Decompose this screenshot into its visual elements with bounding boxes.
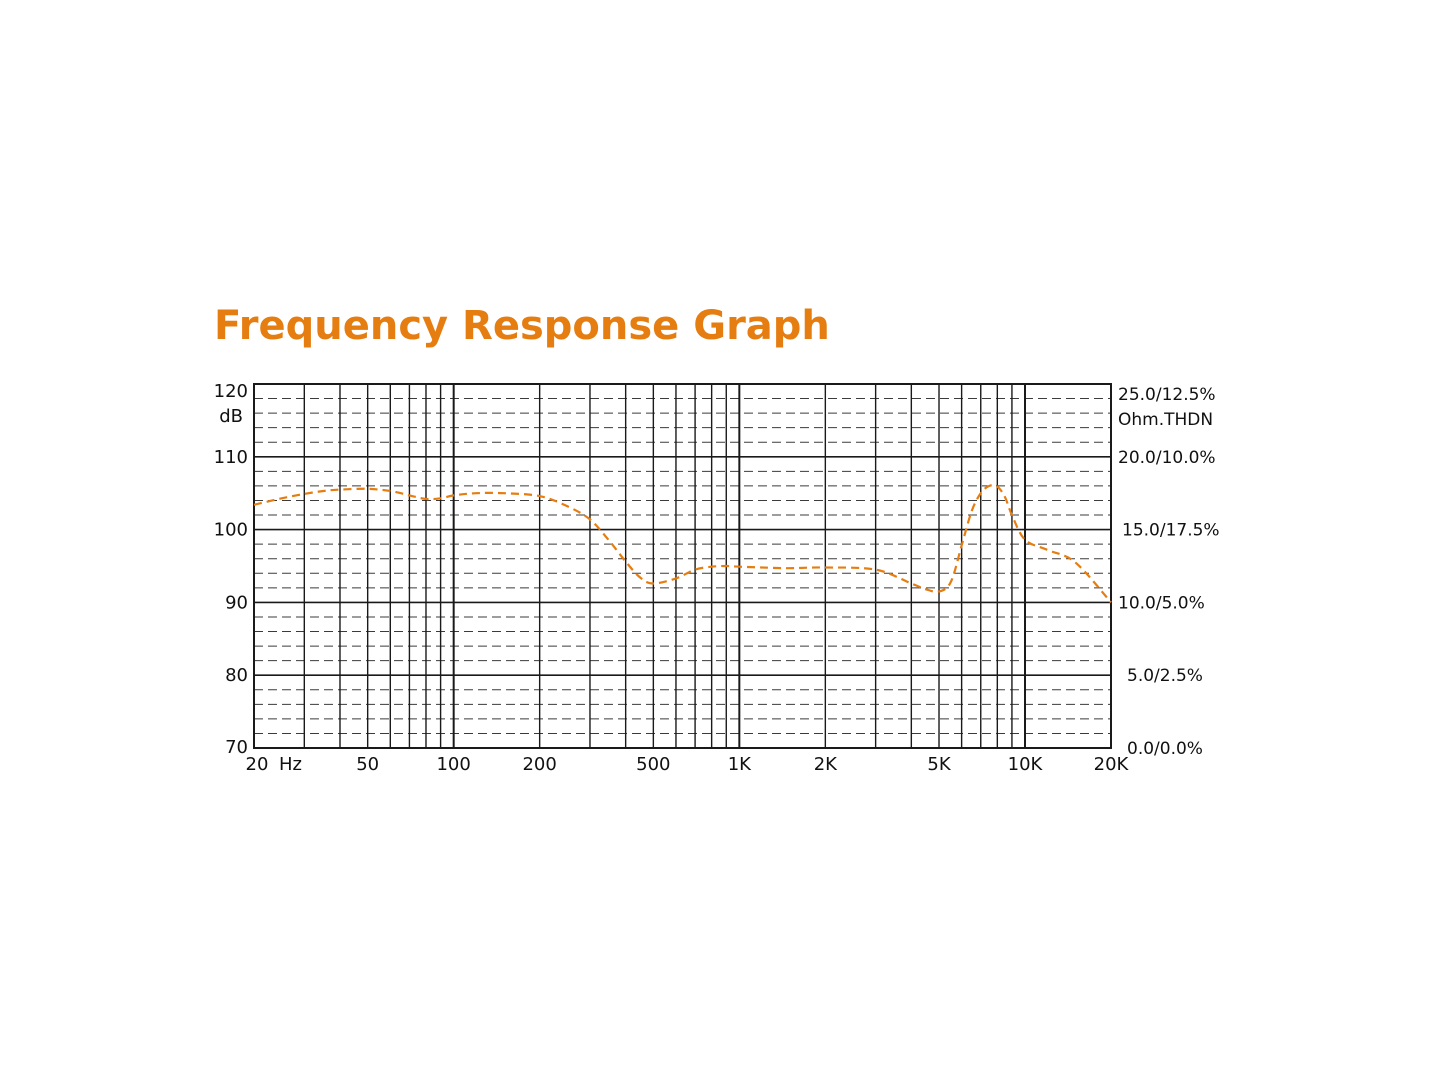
x-tick-label: 100 <box>436 754 470 775</box>
y2-tick-label: 0.0/0.0% <box>1127 739 1203 759</box>
major-grid <box>254 384 1111 748</box>
x-tick-label: 200 <box>522 754 556 775</box>
x-tick-label: 500 <box>636 754 670 775</box>
x-axis-labels: 20 50 100 200 500 1K 2K 5K 10K 20K Hz <box>246 754 1130 775</box>
left-axis-labels: 120 110 100 90 80 70 dB <box>214 381 248 758</box>
y2-tick-label: 5.0/2.5% <box>1127 666 1203 686</box>
y-tick-label: 110 <box>214 447 248 468</box>
y-tick-label: 90 <box>225 592 248 613</box>
x-tick-label: 1K <box>728 754 752 775</box>
series-line-0 <box>253 484 1112 604</box>
series-layer <box>253 484 1112 604</box>
y2-tick-label: 25.0/12.5% <box>1118 385 1216 405</box>
plot-frame <box>253 383 1112 749</box>
right-axis-labels: 25.0/12.5% 20.0/10.0% 15.0/17.5% 10.0/5.0% 5… <box>1118 385 1220 759</box>
y2-tick-label: 10.0/5.0% <box>1118 593 1205 613</box>
chart-title: Frequency Response Graph <box>214 303 830 349</box>
y-tick-label: 80 <box>225 665 248 686</box>
x-tick-label: 10K <box>1008 754 1044 775</box>
x-tick-label: 20 <box>246 754 269 775</box>
y2-tick-label: 20.0/10.0% <box>1118 448 1216 468</box>
y-tick-label: 70 <box>225 737 248 758</box>
x-tick-label: 50 <box>356 754 379 775</box>
minor-grid <box>254 398 1111 734</box>
x-tick-label: 2K <box>814 754 838 775</box>
x-axis-unit: Hz <box>279 754 302 775</box>
y2-tick-label: 15.0/17.5% <box>1122 521 1220 541</box>
x-tick-label: 5K <box>927 754 951 775</box>
y-tick-label: 100 <box>214 520 248 541</box>
x-tick-label: 20K <box>1094 754 1130 775</box>
y-axis-unit: dB <box>219 406 243 427</box>
y2-axis-unit: Ohm.THDN <box>1118 410 1213 430</box>
y-tick-label: 120 <box>214 381 248 402</box>
